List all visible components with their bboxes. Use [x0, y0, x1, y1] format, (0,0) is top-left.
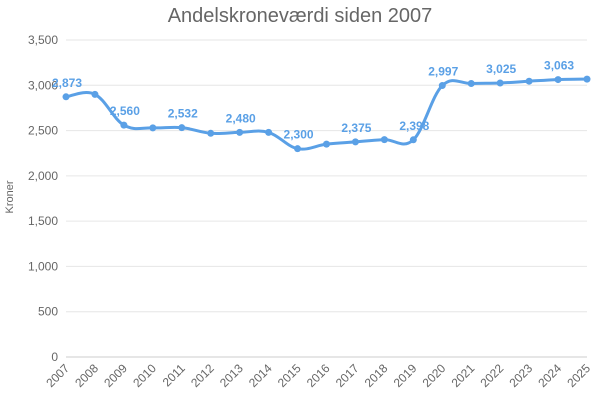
data-label: 2,997: [428, 65, 458, 79]
x-tick-label: 2024: [535, 361, 564, 390]
data-point[interactable]: [91, 90, 99, 98]
y-axis-label: Kroner: [4, 180, 16, 213]
data-point[interactable]: [409, 136, 417, 144]
x-tick-label: 2012: [188, 361, 217, 390]
x-tick-label: 2016: [304, 361, 333, 390]
data-point[interactable]: [236, 128, 244, 136]
data-label: 2,300: [284, 128, 314, 142]
data-point[interactable]: [438, 82, 446, 90]
data-label: 2,560: [110, 104, 140, 118]
data-point[interactable]: [149, 124, 157, 132]
data-point[interactable]: [467, 79, 475, 87]
x-tick-label: 2018: [362, 361, 391, 390]
data-point[interactable]: [178, 124, 186, 132]
grid-lines: [66, 39, 587, 358]
data-point[interactable]: [323, 140, 330, 148]
x-tick-label: 2019: [391, 361, 420, 390]
x-tick-label: 2007: [43, 361, 72, 390]
series-line-group: [65, 77, 588, 151]
y-tick-label: 1,000: [28, 259, 58, 273]
x-tick-label: 2017: [333, 361, 362, 390]
x-tick-label: 2015: [275, 361, 304, 390]
y-axis-ticks: 0 500 1,000 1,500 2,000 2,500 3,000 3,500: [28, 33, 58, 364]
series-line: [65, 77, 588, 151]
data-point[interactable]: [294, 145, 302, 153]
x-tick-label: 2009: [101, 361, 130, 390]
chart-title: Andelskroneværdi siden 2007: [168, 5, 433, 27]
data-label: 2,532: [168, 107, 198, 121]
y-tick-label: 1,500: [28, 214, 58, 228]
y-tick-label: 2,000: [28, 169, 58, 183]
x-tick-label: 2014: [246, 361, 275, 390]
data-label: 2,480: [226, 111, 256, 125]
data-label: 2,375: [341, 121, 371, 135]
y-tick-label: 3,000: [28, 78, 58, 92]
data-points: [62, 75, 591, 153]
data-point[interactable]: [265, 128, 273, 136]
x-tick-label: 2025: [564, 361, 593, 390]
x-tick-label: 2021: [449, 361, 478, 390]
y-tick-label: 0: [51, 350, 58, 364]
x-tick-label: 2022: [478, 361, 507, 390]
data-point[interactable]: [120, 121, 128, 129]
data-label: 3,063: [544, 59, 574, 73]
data-point[interactable]: [351, 138, 359, 146]
data-point[interactable]: [62, 93, 70, 101]
data-label: 2,873: [52, 76, 82, 90]
data-label: 2,398: [399, 119, 429, 133]
data-point[interactable]: [525, 77, 533, 85]
data-point[interactable]: [583, 75, 591, 83]
x-tick-label: 2008: [72, 361, 101, 390]
data-point[interactable]: [554, 76, 562, 84]
y-tick-label: 3,500: [28, 33, 58, 47]
data-labels: 2,873 2,560 2,532 2,480 2,300 2,375 2,398 2,997…: [52, 59, 574, 142]
y-tick-label: 500: [38, 305, 58, 319]
x-tick-label: 2013: [217, 361, 246, 390]
data-point[interactable]: [380, 136, 388, 144]
x-tick-label: 2020: [420, 361, 449, 390]
data-label: 3,025: [486, 62, 516, 76]
x-axis-ticks: 2007 2008 2009 2010 2011 2012 2013 2014 2015 2016…: [43, 361, 593, 390]
data-point[interactable]: [207, 129, 215, 137]
y-tick-label: 2,500: [28, 124, 58, 138]
x-tick-label: 2010: [130, 361, 159, 390]
x-tick-label: 2011: [160, 361, 188, 389]
data-point[interactable]: [496, 79, 504, 87]
x-tick-label: 2023: [506, 361, 535, 390]
